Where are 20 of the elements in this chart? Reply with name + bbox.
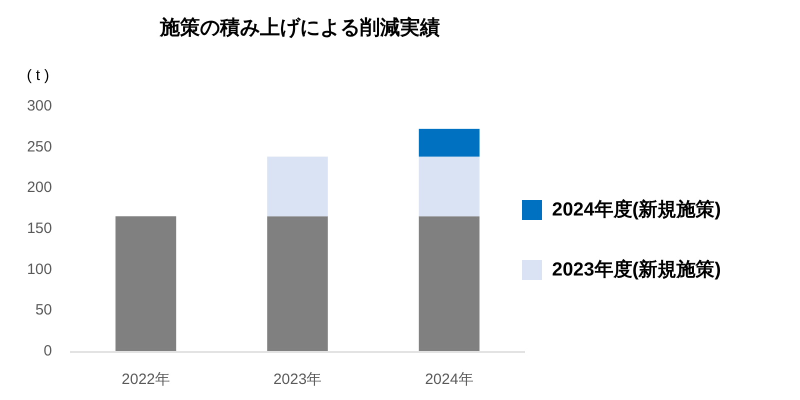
y-axis-title: ( t ) (26, 67, 50, 84)
x-tick-label: 2022年 (122, 371, 170, 388)
y-tick-label: 200 (26, 179, 52, 196)
y-tick-label: 300 (26, 98, 52, 114)
bar (418, 156, 480, 216)
chart-title: 施策の積み上げによる削減実績 (159, 16, 440, 39)
y-tick-label: 150 (26, 220, 52, 237)
bar (116, 216, 176, 351)
bar (418, 128, 480, 157)
legend-label: 2023年度(新規施策) (552, 258, 721, 280)
bar (267, 156, 328, 216)
y-tick-label: 100 (26, 260, 52, 278)
y-tick-label: 250 (26, 138, 52, 156)
x-tick-label: 2024年 (424, 371, 474, 388)
bar (267, 216, 328, 351)
legend-label: 2024年度(新規施策) (552, 198, 721, 220)
x-tick-label: 2023年 (273, 371, 322, 388)
bar (418, 216, 480, 351)
y-tick-label: 50 (35, 302, 52, 319)
y-tick-label: 0 (44, 342, 52, 360)
